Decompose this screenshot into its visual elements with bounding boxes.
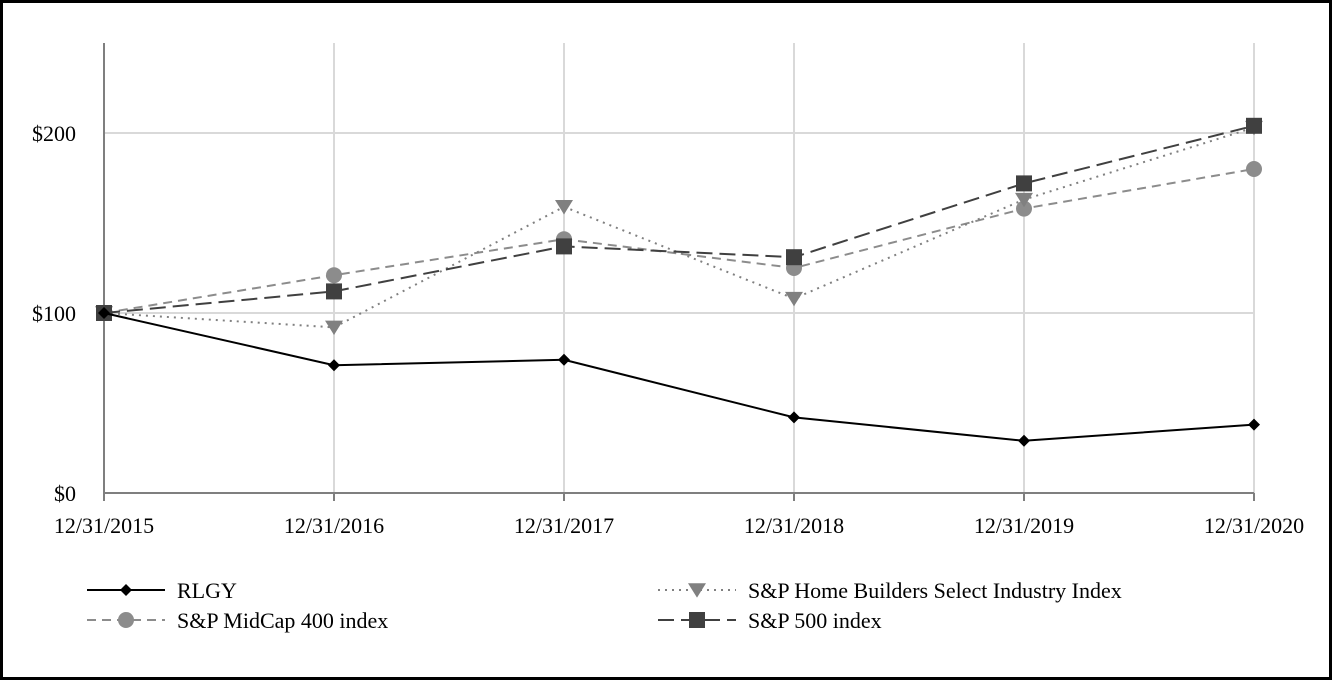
series-3-point <box>1246 117 1262 134</box>
legend-label: RLGY <box>177 578 237 603</box>
legend-label: S&P Home Builders Select Industry Index <box>748 578 1122 603</box>
series-2-point <box>1016 200 1032 217</box>
series-1-point <box>785 291 803 307</box>
line-chart: 12/31/2015 12/31/2016 12/31/2017 12/31/2018… <box>32 43 1304 633</box>
x-tick-label: 12/31/2019 <box>974 513 1074 538</box>
y-tick-label: $0 <box>54 481 76 506</box>
series-0-point <box>98 307 110 319</box>
y-tick-label: $200 <box>32 121 76 146</box>
legend-swatch-marker <box>118 612 134 628</box>
legend-swatch-marker <box>688 583 706 598</box>
series-3-point <box>786 249 802 266</box>
legend-label: S&P MidCap 400 index <box>177 608 388 633</box>
series-0-point <box>558 353 570 366</box>
legend-label: S&P 500 index <box>748 608 882 633</box>
series-2-point <box>1246 161 1262 177</box>
series-1-point <box>1015 192 1033 208</box>
series-3-point <box>1016 175 1032 192</box>
series-1-point <box>555 200 573 215</box>
series-3-point <box>326 283 342 300</box>
series-0-point <box>328 359 340 372</box>
x-tick-label: 12/31/2017 <box>514 513 614 538</box>
x-tick-label: 12/31/2016 <box>284 513 384 538</box>
series-0-point <box>1248 418 1260 431</box>
series-3-point <box>556 238 572 255</box>
y-tick-label: $100 <box>32 301 76 326</box>
legend-swatch-marker <box>689 612 705 628</box>
x-tick-label: 12/31/2015 <box>54 513 154 538</box>
series-2-point <box>326 267 342 284</box>
x-tick-label: 12/31/2020 <box>1204 513 1304 538</box>
series-0-line <box>103 312 1255 442</box>
series-3-line <box>103 124 1255 314</box>
series-1-point <box>325 320 343 336</box>
series-0-point <box>1018 434 1030 447</box>
series-0-point <box>788 411 800 424</box>
x-tick-label: 12/31/2018 <box>744 513 844 538</box>
series-2-line <box>103 168 1255 314</box>
legend-swatch-marker <box>120 584 132 596</box>
